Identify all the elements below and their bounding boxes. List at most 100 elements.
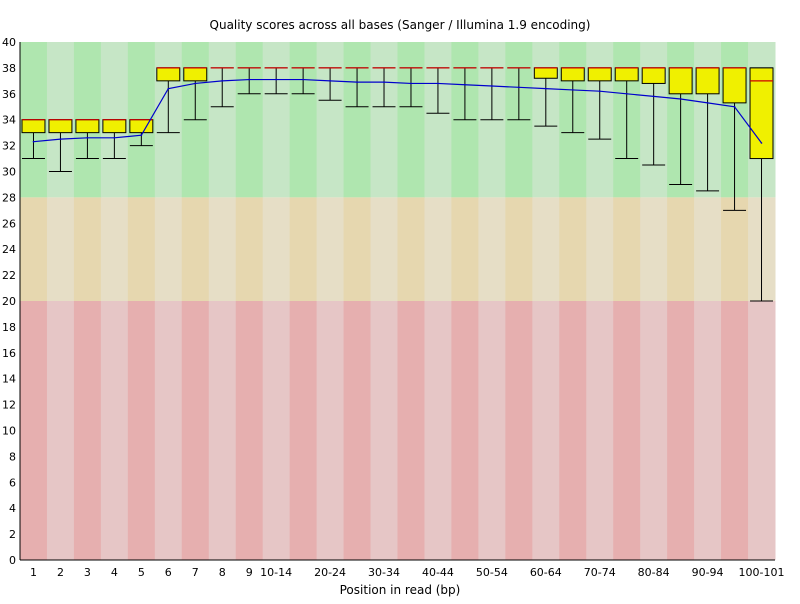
- x-tick-label: 9: [246, 566, 253, 579]
- boxplot-55-59: [507, 67, 531, 121]
- y-tick-label: 16: [2, 347, 16, 360]
- boxplot-9: [237, 67, 261, 95]
- band-cell: [235, 301, 264, 560]
- mean-line: [33, 78, 762, 144]
- boxplot-1: [21, 119, 46, 160]
- band-cell: [262, 301, 291, 560]
- band-cell: [154, 197, 183, 301]
- boxplot-2: [48, 119, 73, 172]
- y-tick-label: 0: [9, 554, 16, 567]
- iqr-box: [695, 67, 720, 95]
- mean-point: [248, 78, 250, 81]
- x-tick-label: 70-74: [584, 566, 616, 579]
- mean-point: [167, 87, 170, 90]
- band-cell: [46, 301, 75, 560]
- band-cell: [451, 197, 479, 301]
- band-cell: [397, 42, 425, 198]
- y-tick-label: 4: [9, 502, 16, 515]
- band-cell: [208, 301, 237, 560]
- band-cell: [478, 301, 506, 560]
- band-cell: [721, 301, 749, 560]
- x-tick-label: 100-101: [739, 566, 785, 579]
- boxplot-85-89: [668, 67, 693, 185]
- band-cell: [586, 301, 614, 560]
- band-cell: [559, 301, 587, 560]
- x-tick-label: 90-94: [692, 566, 724, 579]
- mean-point: [760, 142, 763, 144]
- iqr-box: [749, 67, 774, 160]
- mean-point: [518, 86, 520, 89]
- iqr-box: [21, 119, 46, 134]
- band-cell: [154, 301, 183, 560]
- iqr-box: [48, 119, 73, 134]
- band-cell: [424, 301, 452, 560]
- mean-point: [437, 82, 439, 85]
- band-cell: [424, 42, 452, 198]
- background-bands: [20, 42, 776, 560]
- mean-point: [625, 93, 628, 95]
- band-cell: [100, 301, 129, 560]
- band-cell: [694, 197, 722, 301]
- band-cell: [289, 301, 318, 560]
- y-tick-label: 36: [2, 88, 16, 101]
- y-tick-label: 22: [2, 269, 16, 282]
- y-tick-label: 8: [9, 450, 16, 463]
- band-cell: [20, 301, 48, 560]
- mean-point: [32, 140, 35, 143]
- mean-point: [571, 89, 574, 91]
- mean-point: [706, 102, 709, 104]
- x-tick-label: 80-84: [638, 566, 670, 579]
- iqr-box: [641, 67, 666, 84]
- band-cell: [73, 301, 102, 560]
- axes: [19, 42, 775, 561]
- x-tick-label: 50-54: [476, 566, 508, 579]
- y-tick-label: 14: [2, 373, 16, 386]
- y-tick-label: 18: [2, 321, 16, 334]
- y-tick-label: 38: [2, 62, 16, 75]
- iqr-box: [533, 67, 558, 79]
- band-cell: [370, 197, 398, 301]
- mean-point: [383, 81, 385, 83]
- boxplot-95-99: [722, 67, 747, 211]
- y-tick-label: 30: [2, 166, 16, 179]
- band-cell: [451, 301, 479, 560]
- band-cell: [532, 197, 560, 301]
- band-cell: [370, 301, 398, 560]
- band-cell: [721, 197, 749, 301]
- boxplot-45-49: [453, 67, 477, 121]
- band-cell: [667, 301, 695, 560]
- iqr-box: [560, 67, 585, 82]
- band-cell: [235, 42, 264, 198]
- boxplot-90-94: [695, 67, 720, 192]
- boxplot-60-64: [533, 67, 558, 127]
- y-tick-label: 28: [2, 191, 16, 204]
- boxplot-40-44: [426, 67, 450, 114]
- boxplot-70-74: [587, 67, 612, 140]
- band-cell: [127, 301, 156, 560]
- band-cell: [640, 301, 668, 560]
- y-tick-label: 2: [9, 528, 16, 541]
- boxplot-6: [156, 67, 181, 134]
- mean-point: [598, 90, 601, 93]
- band-cell: [289, 42, 318, 198]
- boxplot-10-14: [264, 67, 288, 95]
- chart-title: Quality scores across all bases (Sanger …: [210, 18, 591, 32]
- mean-point: [652, 95, 655, 98]
- band-cell: [532, 301, 560, 560]
- band-cell: [208, 42, 237, 198]
- iqr-box: [156, 67, 181, 82]
- band-cell: [181, 301, 210, 560]
- band-cell: [397, 301, 425, 560]
- iqr-box: [75, 119, 100, 134]
- mean-point: [194, 82, 197, 85]
- band-cell: [181, 197, 210, 301]
- band-cell: [46, 197, 75, 301]
- mean-point: [491, 85, 493, 87]
- mean-point: [464, 83, 466, 86]
- iqr-box: [722, 67, 747, 104]
- iqr-box: [102, 119, 127, 134]
- x-tick-label: 6: [165, 566, 172, 579]
- boxplot-65-69: [560, 67, 585, 134]
- x-tick-label: 40-44: [422, 566, 454, 579]
